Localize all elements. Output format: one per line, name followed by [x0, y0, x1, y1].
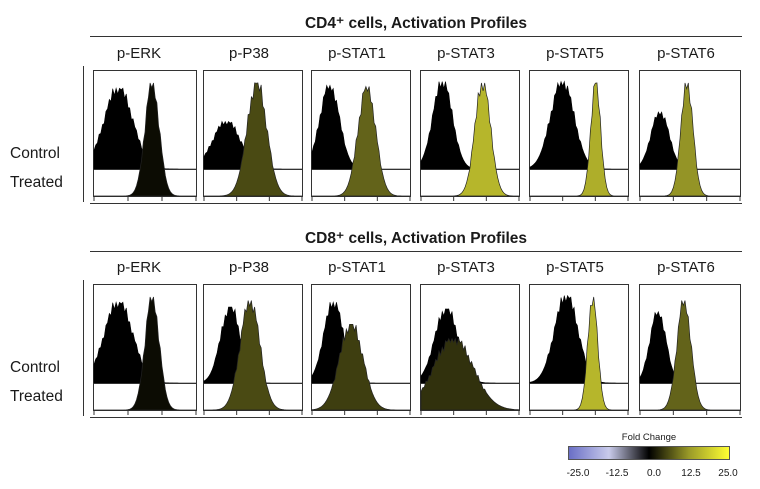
cd4-panel-p-stat5: [529, 70, 629, 201]
cd4-col-label-p-stat3: p-STAT3: [437, 45, 495, 62]
cd4-p-stat5-treated-histogram: [530, 82, 628, 197]
cd4-col-label-p-p38: p-P38: [228, 45, 270, 62]
cd4-col-label-p-stat5: p-STAT5: [546, 45, 604, 62]
cd4-p-stat3-treated-histogram: [421, 82, 520, 197]
cd4-p-stat5-control-histogram: [529, 80, 628, 170]
cd4-bottom-axis: [90, 203, 742, 204]
fold-change-colorbar: [568, 446, 730, 460]
colorbar-tick-5: 25.0: [718, 468, 738, 479]
cd4-col-label-p-stat6: p-STAT6: [657, 45, 715, 62]
cd8-panel-p-stat5: [529, 284, 629, 415]
cd8-panel-p-erk: [93, 284, 197, 415]
cd8-panel-p-stat3: [420, 284, 520, 415]
cd8-bottom-axis: [90, 417, 742, 418]
colorbar-tick-4: 12.5: [681, 468, 701, 479]
cd4-p-p38-treated-histogram: [204, 82, 303, 197]
cd8-col-label-p-p38: p-P38: [228, 259, 270, 276]
cd4-panel-p-stat6: [639, 70, 741, 201]
cd8-col-label-p-stat6: p-STAT6: [657, 259, 715, 276]
cd4-p-stat1-treated-histogram: [312, 85, 410, 197]
cd4-panel-p-stat1: [311, 70, 411, 201]
cd8-p-stat3-treated-histogram: [420, 337, 520, 411]
cd4-row-label-treated: Treated: [10, 174, 63, 191]
cd8-left-axis: [83, 280, 84, 416]
cd8-col-label-p-stat5: p-STAT5: [546, 259, 604, 276]
colorbar-tick-1: -25.0: [566, 468, 590, 479]
cd8-panel-p-stat6: [639, 284, 741, 415]
cd4-row-label-control: Control: [10, 145, 60, 162]
colorbar-tick-3: 0.0: [647, 468, 661, 479]
cd4-left-axis: [83, 66, 84, 202]
cd4-panel-p-stat3: [420, 70, 520, 201]
cd4-title-rule: [90, 36, 742, 37]
cd4-panel-p-p38: [203, 70, 303, 201]
cd8-panel-p-stat1: [311, 284, 411, 415]
cd8-p-stat5-treated-histogram: [530, 296, 628, 411]
cd8-title-rule: [90, 251, 742, 252]
cd4-p-stat5-frame: [529, 70, 629, 197]
cd8-panel-p-p38: [203, 284, 303, 415]
cd8-p-stat5-control-histogram: [529, 294, 628, 384]
cd4-p-stat6-treated-histogram: [640, 82, 740, 197]
colorbar-tick-2: -12.5: [605, 468, 629, 479]
cd4-panel-p-erk: [93, 70, 197, 201]
cd8-col-label-p-stat1: p-STAT1: [328, 259, 386, 276]
cd4-p-erk-treated-histogram: [94, 82, 196, 197]
cd8-p-stat1-treated-histogram: [311, 323, 410, 411]
cd8-col-label-p-stat3: p-STAT3: [437, 259, 495, 276]
cd8-col-label-p-erk: p-ERK: [116, 259, 162, 276]
cd4-section-title: CD4⁺ cells, Activation Profiles: [304, 15, 528, 32]
cd4-col-label-p-stat1: p-STAT1: [328, 45, 386, 62]
colorbar-title: Fold Change: [621, 432, 677, 443]
cd8-row-label-control: Control: [10, 359, 60, 376]
cd8-section-title: CD8⁺ cells, Activation Profiles: [304, 230, 528, 247]
cd8-row-label-treated: Treated: [10, 388, 63, 405]
cd8-p-erk-treated-histogram: [94, 296, 196, 411]
cd4-col-label-p-erk: p-ERK: [116, 45, 162, 62]
cd8-p-stat6-treated-histogram: [640, 300, 740, 411]
cd8-p-p38-treated-histogram: [204, 300, 302, 411]
